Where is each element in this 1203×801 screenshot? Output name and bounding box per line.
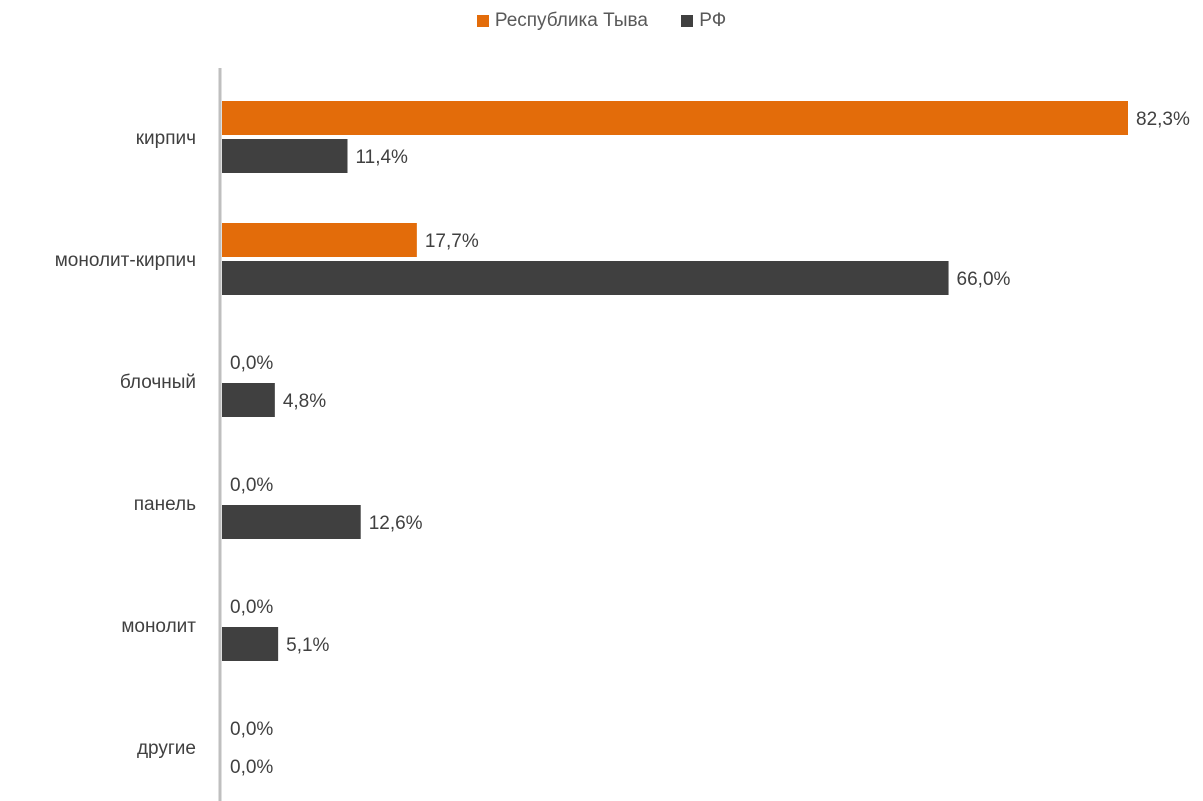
category-label: кирпич xyxy=(136,128,196,149)
category-label: блочный xyxy=(120,372,196,393)
legend-item-rf: РФ xyxy=(681,10,726,32)
data-label-tyva: 17,7% xyxy=(425,231,479,252)
category-label: другие xyxy=(137,738,196,759)
legend-label-tyva: Республика Тыва xyxy=(494,10,648,31)
data-label-rf: 5,1% xyxy=(286,635,329,656)
bar-tyva xyxy=(222,223,417,257)
data-label-rf: 12,6% xyxy=(369,513,423,534)
data-label-tyva: 0,0% xyxy=(230,719,273,740)
data-label-rf: 4,8% xyxy=(283,391,326,412)
data-label-tyva: 0,0% xyxy=(230,597,273,618)
legend-label-rf: РФ xyxy=(699,10,727,31)
bar-tyva xyxy=(222,101,1128,135)
bar-rf xyxy=(222,383,275,417)
category-label: монолит xyxy=(121,616,196,637)
bar-rf xyxy=(222,139,348,173)
bar-rf xyxy=(222,627,279,661)
data-label-tyva: 0,0% xyxy=(230,353,273,374)
data-label-rf: 0,0% xyxy=(230,757,273,778)
data-label-tyva: 0,0% xyxy=(230,475,273,496)
category-label: монолит-кирпич xyxy=(55,250,196,271)
legend-swatch-rf xyxy=(681,15,694,27)
legend: Республика Тыва РФ xyxy=(0,10,1203,33)
category-label: панель xyxy=(134,494,196,515)
data-label-tyva: 82,3% xyxy=(1136,109,1190,130)
data-label-rf: 11,4% xyxy=(355,147,408,168)
data-label-rf: 66,0% xyxy=(957,269,1011,290)
legend-swatch-tyva xyxy=(476,15,489,27)
legend-item-tyva: Республика Тыва xyxy=(476,10,648,32)
bar-rf xyxy=(222,261,949,295)
bar-rf xyxy=(222,505,361,539)
